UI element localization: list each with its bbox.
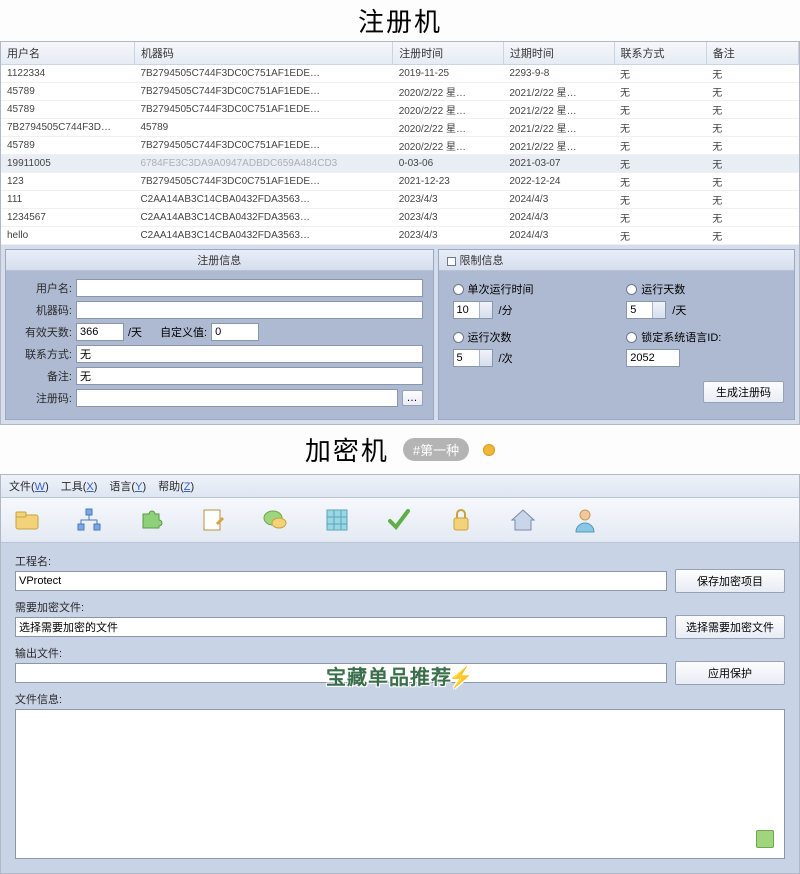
- input-custom[interactable]: [211, 323, 259, 341]
- menu-item[interactable]: 语言(Y): [109, 481, 146, 493]
- registration-window: 用户名机器码注册时间过期时间联系方式备注 11223347B2794505C74…: [0, 41, 800, 425]
- radio-run-days[interactable]: [626, 284, 637, 295]
- col-2[interactable]: 注册时间: [393, 42, 504, 65]
- limit-lang-id: 锁定系统语言ID:: [626, 329, 780, 367]
- lbl-contact: 联系方式:: [16, 346, 72, 362]
- reg-info-title: 注册信息: [6, 250, 433, 271]
- table-row[interactable]: 11223347B2794505C744F3DC0C751AF1EDE…2019…: [1, 65, 799, 83]
- table-row[interactable]: 111C2AA14AB3C14CBA0432FDA3563…2023/4/320…: [1, 191, 799, 209]
- table-row[interactable]: 457897B2794505C744F3DC0C751AF1EDE…2020/2…: [1, 83, 799, 101]
- menu-item[interactable]: 文件(W): [9, 481, 49, 493]
- check-icon[interactable]: [383, 504, 415, 536]
- chat-icon[interactable]: [259, 504, 291, 536]
- lbl-output: 输出文件:: [15, 645, 785, 661]
- lbl-custom: 自定义值:: [160, 324, 207, 340]
- grid-icon[interactable]: [321, 504, 353, 536]
- lbl-remark: 备注:: [16, 368, 72, 384]
- col-1[interactable]: 机器码: [134, 42, 392, 65]
- image-icon: [756, 830, 774, 848]
- col-0[interactable]: 用户名: [1, 42, 134, 65]
- table-row[interactable]: 457897B2794505C744F3DC0C751AF1EDE…2020/2…: [1, 101, 799, 119]
- apply-protect-button[interactable]: 应用保护: [675, 661, 785, 685]
- title-top: 注册机: [0, 0, 800, 41]
- radio-lang-id[interactable]: [626, 332, 637, 343]
- limit-run-days: 运行天数 5/天: [626, 281, 780, 319]
- tree-icon[interactable]: [73, 504, 105, 536]
- table-row[interactable]: helloC2AA14AB3C14CBA0432FDA3563…2023/4/3…: [1, 227, 799, 245]
- limit-run-count: 运行次数 5/次: [453, 329, 607, 367]
- table-row[interactable]: 1234567C2AA14AB3C14CBA0432FDA3563…2023/4…: [1, 209, 799, 227]
- lbl-fileinfo: 文件信息:: [15, 691, 785, 707]
- lbl-need-enc: 需要加密文件:: [15, 599, 785, 615]
- radio-run-count[interactable]: [453, 332, 464, 343]
- menu-item[interactable]: 帮助(Z): [158, 481, 194, 493]
- toolbar: [1, 498, 799, 543]
- user-icon[interactable]: [569, 504, 601, 536]
- limit-single-run: 单次运行时间 10/分: [453, 281, 607, 319]
- input-machine[interactable]: [76, 301, 423, 319]
- input-code[interactable]: [76, 389, 398, 407]
- home-icon[interactable]: [507, 504, 539, 536]
- spin-single-run[interactable]: 10: [453, 301, 493, 319]
- table-row[interactable]: 457897B2794505C744F3DC0C751AF1EDE…2020/2…: [1, 137, 799, 155]
- col-4[interactable]: 联系方式: [614, 42, 706, 65]
- table-row[interactable]: 199110056784FE3C3DA9A0947ADBDC659A484CD3…: [1, 155, 799, 173]
- lbl-days: 有效天数:: [16, 324, 72, 340]
- spin-run-days[interactable]: 5: [626, 301, 666, 319]
- puzzle-icon[interactable]: [135, 504, 167, 536]
- input-user[interactable]: [76, 279, 423, 297]
- fileinfo-area[interactable]: [15, 709, 785, 859]
- folder-icon[interactable]: [11, 504, 43, 536]
- col-5[interactable]: 备注: [706, 42, 798, 65]
- users-table: 用户名机器码注册时间过期时间联系方式备注 11223347B2794505C74…: [1, 42, 799, 245]
- limit-panel: 限制信息 单次运行时间 10/分 运行天数 5/天 运行次数 5/次: [438, 249, 795, 420]
- lock-icon[interactable]: [445, 504, 477, 536]
- menu-item[interactable]: 工具(X): [61, 481, 98, 493]
- input-days[interactable]: [76, 323, 124, 341]
- select-file-button[interactable]: 选择需要加密文件: [675, 615, 785, 639]
- table-row[interactable]: 7B2794505C744F3D…457892020/2/22 星…2021/2…: [1, 119, 799, 137]
- lbl-machine: 机器码:: [16, 302, 72, 318]
- input-project[interactable]: [15, 571, 667, 591]
- limit-title: 限制信息: [439, 250, 794, 271]
- spin-run-count[interactable]: 5: [453, 349, 493, 367]
- lbl-code: 注册码:: [16, 390, 72, 406]
- menubar: 文件(W) 工具(X) 语言(Y) 帮助(Z): [1, 475, 799, 498]
- tag-pill: #第一种: [403, 438, 469, 461]
- encrypt-window: 文件(W) 工具(X) 语言(Y) 帮助(Z) 工程名: 保存加密项目 需要加密文件:…: [0, 474, 800, 874]
- lbl-user: 用户名:: [16, 280, 72, 296]
- reg-info-panel: 注册信息 用户名: 机器码: 有效天数: /天 自定义值:: [5, 249, 434, 420]
- code-more-button[interactable]: …: [402, 390, 423, 406]
- col-3[interactable]: 过期时间: [503, 42, 614, 65]
- input-remark[interactable]: [76, 367, 423, 385]
- yellow-dot-icon: [483, 444, 495, 456]
- input-lang-id[interactable]: [626, 349, 680, 367]
- input-contact[interactable]: [76, 345, 423, 363]
- unit-days: /天: [128, 324, 142, 340]
- title-bottom: 加密机: [305, 431, 389, 468]
- radio-single-run[interactable]: [453, 284, 464, 295]
- input-output[interactable]: [15, 663, 667, 683]
- save-project-button[interactable]: 保存加密项目: [675, 569, 785, 593]
- note-icon[interactable]: [197, 504, 229, 536]
- table-row[interactable]: 1237B2794505C744F3DC0C751AF1EDE…2021-12-…: [1, 173, 799, 191]
- input-need-enc[interactable]: [15, 617, 667, 637]
- lbl-project: 工程名:: [15, 553, 785, 569]
- generate-code-button[interactable]: 生成注册码: [703, 381, 784, 403]
